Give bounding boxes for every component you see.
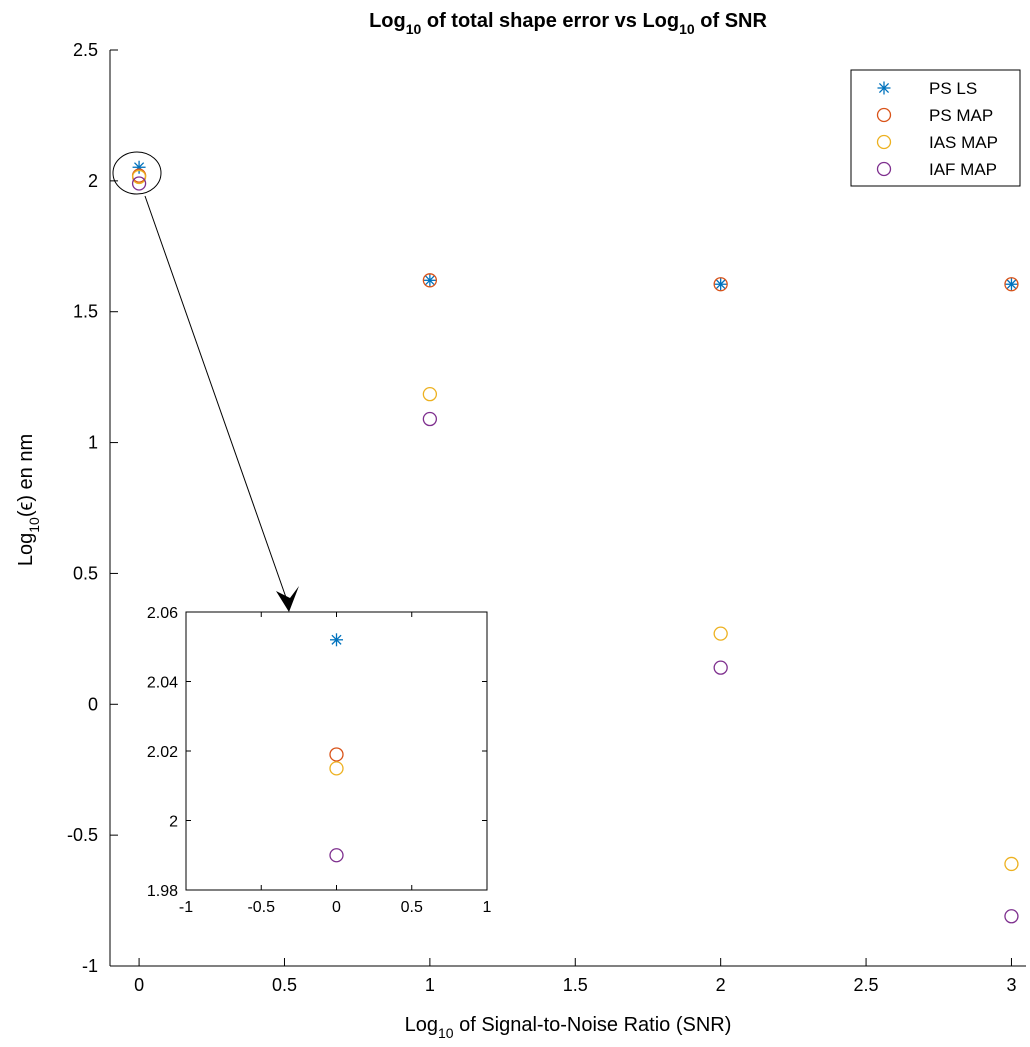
zoom-arrow-head (276, 586, 299, 612)
legend-entry: PS LS (877, 79, 977, 98)
inset-x-tick-label: -0.5 (247, 899, 275, 916)
data-point (422, 387, 438, 402)
y-tick-label: 2.5 (73, 40, 98, 60)
x-tick-label: 3 (1006, 975, 1016, 995)
inset-data-point (329, 747, 344, 762)
data-point (1004, 856, 1019, 872)
inset-x-tick-label: 0 (332, 899, 341, 916)
inset-x-tick-label: 1 (483, 899, 492, 916)
data-point (714, 277, 728, 291)
legend-label: IAF MAP (929, 160, 997, 179)
inset-x-tick-label: 0.5 (401, 899, 423, 916)
y-tick-label: 0 (88, 694, 98, 714)
inset-y-tick-label: 2.06 (147, 605, 178, 622)
x-tick-label: 0 (134, 975, 144, 995)
x-tick-label: 0.5 (272, 975, 297, 995)
data-point (1004, 277, 1019, 292)
data-point (713, 660, 728, 675)
legend-label: IAS MAP (929, 133, 998, 152)
chart-title: Log10 of total shape error vs Log10 of S… (369, 10, 767, 37)
inset-data-point (330, 633, 343, 647)
legend-entry: IAS MAP (876, 133, 998, 152)
data-point (713, 626, 728, 641)
x-tick-label: 2 (716, 975, 726, 995)
zoom-callout (112, 151, 299, 612)
inset-y-tick-label: 2.04 (147, 675, 178, 692)
x-tick-label: 2.5 (854, 975, 879, 995)
inset-y-tick-label: 2.02 (147, 744, 178, 761)
zoom-arrow-line (144, 195, 290, 607)
legend-label: PS LS (929, 79, 977, 98)
y-tick-label: 1.5 (73, 302, 98, 322)
x-tick-label: 1 (425, 975, 435, 995)
x-axis-label: Log10 of Signal-to-Noise Ratio (SNR) (405, 1014, 732, 1041)
y-tick-label: 0.5 (73, 563, 98, 583)
legend-entry: PS MAP (876, 106, 993, 125)
data-point (422, 411, 438, 427)
main-axes: 0 0.5 1 1.5 2 2.5 3 -1 -0.5 0 0.5 1 1.5 2 2.5 (67, 40, 1026, 995)
inset-data-point (329, 848, 344, 863)
y-axis-label: Log10(ϵ) en nm (15, 434, 42, 566)
legend-marker (876, 161, 892, 177)
data-point (131, 176, 147, 191)
y-tick-label: -1 (82, 956, 98, 976)
legend-entry: IAF MAP (876, 160, 997, 179)
inset-x-tick-label: -1 (179, 899, 193, 916)
data-point (1004, 909, 1019, 924)
legend: PS LS PS MAP IAS MAP IAF MAP (850, 69, 1021, 187)
x-tick-label: 1.5 (563, 975, 588, 995)
data-point (422, 273, 438, 288)
data-point (713, 277, 728, 292)
inset-axes: -1 -0.5 0 0.5 1 1.98 2 2.02 2.04 2.06 (147, 605, 492, 916)
inset-y-tick-label: 2 (169, 814, 178, 831)
inset-y-tick-label: 1.98 (147, 883, 178, 900)
legend-marker (876, 107, 892, 123)
y-tick-label: 2 (88, 171, 98, 191)
inset-data-point (329, 761, 344, 776)
legend-label: PS MAP (929, 106, 993, 125)
y-tick-label: -0.5 (67, 825, 98, 845)
data-point (423, 273, 437, 287)
data-point (1004, 277, 1018, 291)
legend-marker (877, 81, 891, 95)
legend-box (850, 69, 1021, 187)
legend-marker (876, 134, 892, 150)
data-point (131, 169, 147, 185)
zoom-ellipse (112, 151, 162, 195)
y-tick-label: 1 (88, 433, 98, 453)
